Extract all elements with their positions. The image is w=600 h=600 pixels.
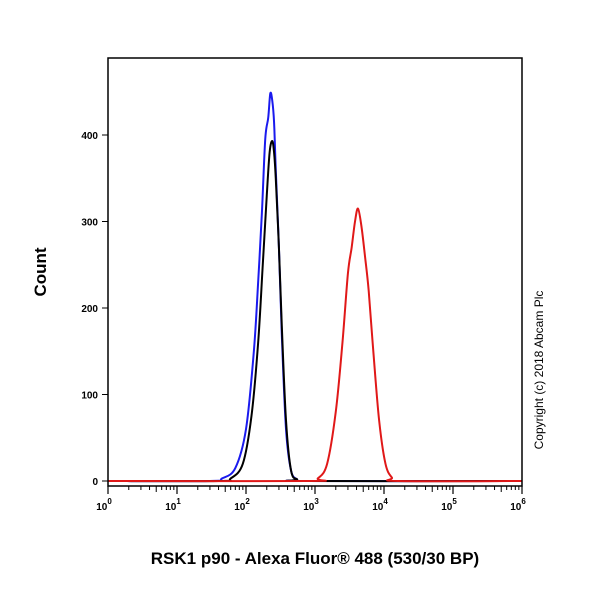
copyright-notice: Copyright (c) 2018 Abcam Plc (532, 291, 546, 450)
x-tick-base: 10 (441, 502, 453, 513)
y-tick-label: 0 (92, 477, 98, 488)
x-tick-label: 102 (234, 497, 250, 513)
histogram-series-2 (107, 140, 523, 483)
x-tick-exponent: 4 (383, 497, 388, 506)
x-tick-base: 10 (165, 502, 177, 513)
y-tick-label: 300 (81, 218, 98, 229)
y-axis-title: Count (31, 247, 50, 296)
x-tick-exponent: 1 (176, 497, 181, 506)
x-tick-label: 105 (441, 497, 457, 513)
x-tick-label: 101 (165, 497, 181, 513)
x-tick-label: 106 (510, 497, 526, 513)
ticks-layer (102, 134, 523, 494)
x-tick-exponent: 2 (245, 497, 250, 506)
plot-frame (107, 57, 523, 487)
x-tick-base: 10 (96, 502, 108, 513)
y-tick-label: 100 (81, 391, 98, 402)
x-tick-exponent: 0 (107, 497, 112, 506)
x-tick-exponent: 6 (521, 497, 526, 506)
histogram-series-1 (107, 91, 523, 483)
x-tick-label: 104 (372, 497, 388, 513)
histogram-series-3 (107, 207, 523, 483)
y-tick-label: 200 (81, 304, 98, 315)
x-tick-exponent: 5 (452, 497, 457, 506)
x-tick-base: 10 (303, 502, 315, 513)
x-tick-base: 10 (372, 502, 384, 513)
x-tick-base: 10 (510, 502, 522, 513)
x-tick-label: 103 (303, 497, 319, 513)
x-axis-title: RSK1 p90 - Alexa Fluor® 488 (530/30 BP) (151, 549, 479, 568)
y-tick-label: 400 (81, 131, 98, 142)
x-tick-base: 10 (234, 502, 246, 513)
x-tick-label: 100 (96, 497, 112, 513)
x-tick-exponent: 3 (314, 497, 319, 506)
series-layer (107, 91, 523, 483)
